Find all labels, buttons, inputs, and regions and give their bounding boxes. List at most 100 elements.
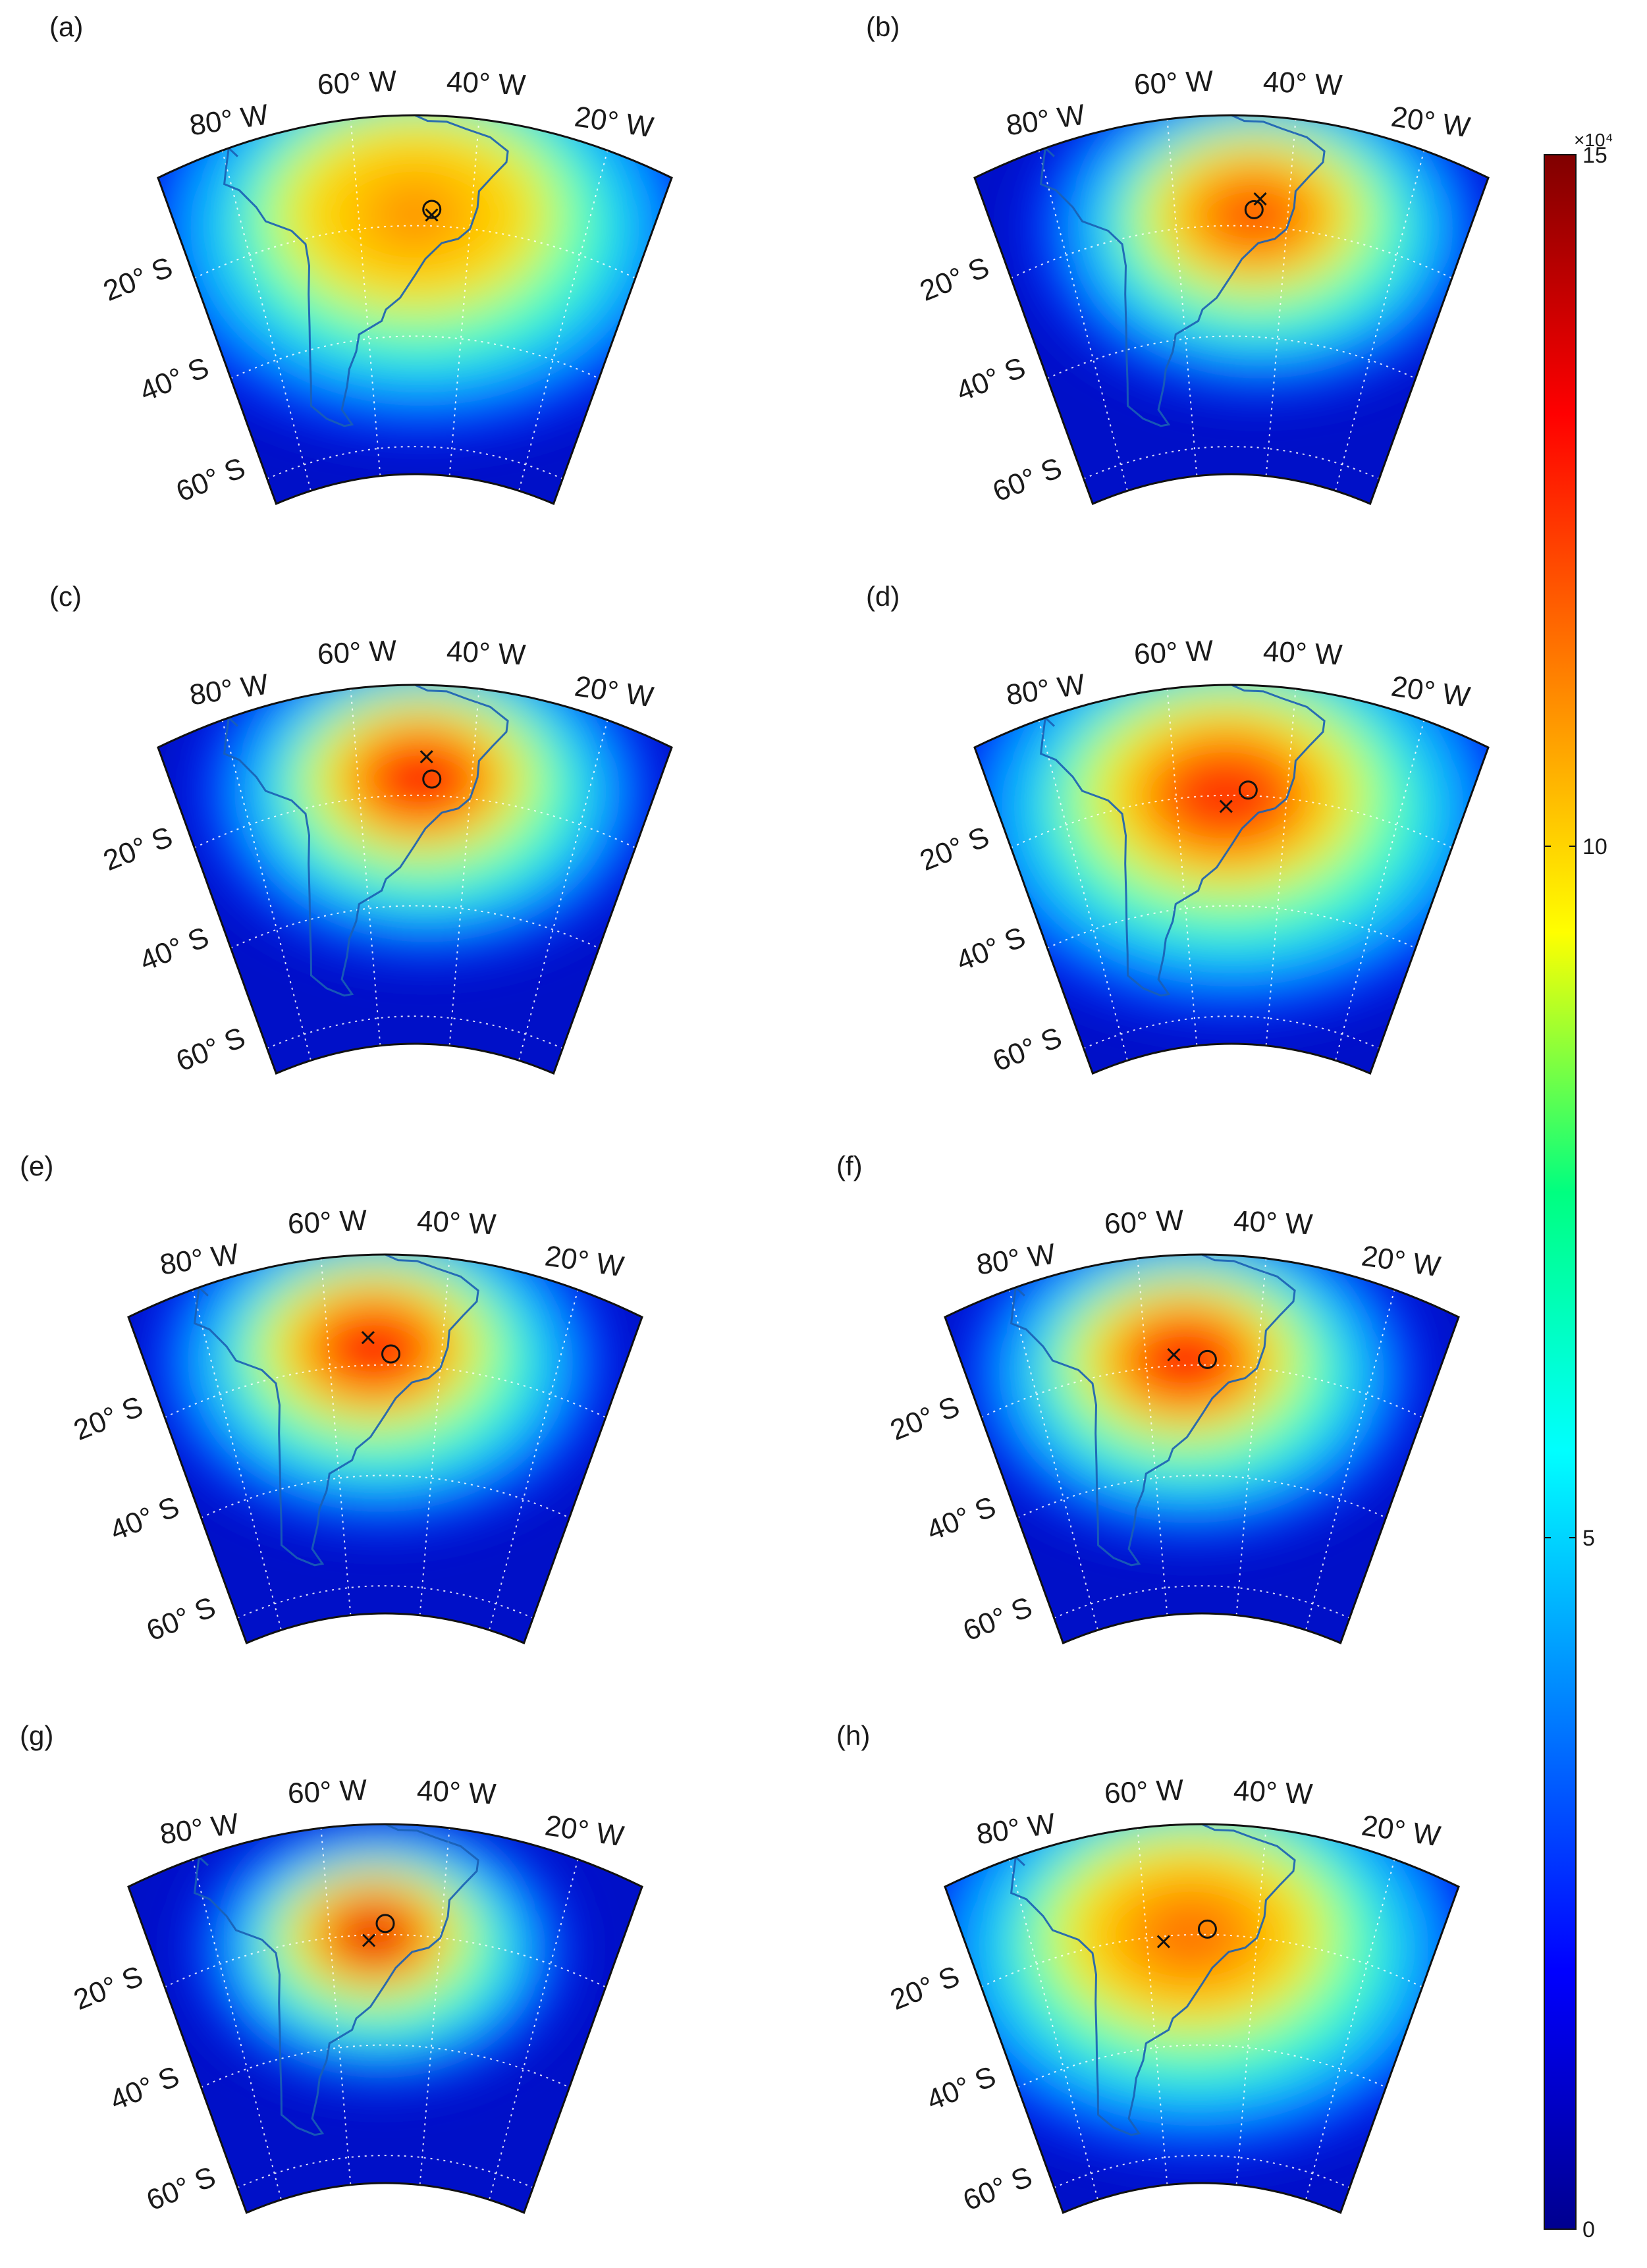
lon-tick-label: 40° W bbox=[416, 1775, 497, 1811]
meridian-line bbox=[419, 1258, 450, 1615]
lat-tick-label: 20° S bbox=[99, 251, 177, 308]
map-panel: (d) 80° W 60° W 40° W 20° W 20° S 40° S 60° S bbox=[866, 581, 1490, 1078]
lon-tick-label: 20° W bbox=[572, 100, 656, 144]
meridian-line bbox=[448, 119, 480, 476]
meridian-line bbox=[1235, 1258, 1267, 1615]
heatmap-field bbox=[158, 115, 672, 440]
lat-tick-label: 20° S bbox=[99, 821, 177, 877]
parallel-line bbox=[237, 2155, 533, 2188]
panel-label: (e) bbox=[20, 1150, 53, 1181]
map-panel: (f) 80° W 60° W 40° W 20° W 20° S 40° S 60° S bbox=[836, 1150, 1460, 1648]
lon-tick-label: 60° W bbox=[287, 1204, 368, 1241]
meridian-line bbox=[419, 1827, 450, 2185]
parallel-line bbox=[981, 1364, 1423, 1418]
graticule bbox=[1010, 119, 1453, 491]
lon-tick-label: 40° W bbox=[446, 66, 527, 102]
circle-marker bbox=[375, 1914, 395, 1933]
lat-tick-label: 60° S bbox=[172, 452, 250, 508]
lat-tick-label: 60° S bbox=[172, 1021, 250, 1078]
graticule bbox=[981, 1258, 1423, 1631]
colorbar-multiplier: ×10⁴ bbox=[1574, 130, 1613, 150]
parallel-line bbox=[237, 1585, 533, 1619]
cross-marker bbox=[1253, 192, 1267, 206]
map-frame bbox=[127, 1823, 643, 2214]
panel-label: (b) bbox=[866, 11, 900, 42]
parallel-line bbox=[1010, 225, 1453, 279]
map-frame bbox=[944, 1823, 1460, 2214]
coastline bbox=[223, 685, 509, 997]
lat-tick-label: 60° S bbox=[988, 452, 1067, 508]
cross-marker bbox=[362, 1933, 376, 1947]
meridian-line bbox=[350, 688, 381, 1046]
parallel-line bbox=[1054, 1585, 1350, 1619]
meridian-line bbox=[1137, 1258, 1168, 1615]
meridian-line bbox=[1235, 1827, 1267, 2185]
lat-tick-label: 60° S bbox=[988, 1021, 1067, 1078]
lon-tick-label: 60° W bbox=[1133, 635, 1214, 671]
map-frame bbox=[973, 114, 1490, 505]
lat-tick-label: 40° S bbox=[135, 351, 213, 408]
heatmap-field bbox=[146, 1255, 616, 1532]
lon-tick-label: 80° W bbox=[188, 668, 271, 711]
cross-marker bbox=[425, 208, 439, 222]
lat-tick-label: 20° S bbox=[69, 1960, 148, 2016]
parallel-line bbox=[164, 1933, 607, 1988]
lon-tick-label: 40° W bbox=[416, 1205, 497, 1241]
heatmap-contour-level bbox=[1177, 760, 1275, 831]
cross-marker bbox=[1156, 1935, 1170, 1949]
map-frame bbox=[973, 684, 1490, 1075]
colorbar-tick-label: 10 bbox=[1582, 834, 1607, 859]
cross-marker bbox=[1219, 799, 1233, 813]
lon-tick-label: 60° W bbox=[1104, 1204, 1185, 1241]
lat-tick-label: 40° S bbox=[105, 2060, 184, 2117]
lat-tick-label: 60° S bbox=[959, 1591, 1037, 1648]
circle-marker bbox=[1197, 1349, 1217, 1369]
lon-tick-label: 40° W bbox=[446, 635, 527, 672]
lon-tick-label: 80° W bbox=[1004, 668, 1088, 711]
lat-tick-label: 20° S bbox=[886, 1960, 964, 2016]
lat-tick-label: 40° S bbox=[135, 921, 213, 977]
colorbar-tick-label: 5 bbox=[1582, 1526, 1595, 1551]
map-panel: (a) 80° W 60° W 40° W 20° W 20° S 40° S 60° S bbox=[49, 11, 673, 508]
panel-label: (c) bbox=[49, 581, 82, 612]
lat-tick-label: 60° S bbox=[142, 1591, 221, 1648]
coastline bbox=[223, 115, 509, 427]
meridian-line bbox=[350, 119, 381, 476]
lon-tick-label: 20° W bbox=[543, 1239, 626, 1283]
circle-marker bbox=[381, 1344, 401, 1364]
coastline bbox=[1010, 1255, 1296, 1567]
lon-tick-label: 80° W bbox=[975, 1807, 1058, 1850]
parallel-line bbox=[267, 1015, 563, 1049]
parallel-line bbox=[267, 446, 563, 479]
parallel-line bbox=[1083, 1015, 1380, 1049]
meridian-line bbox=[1166, 119, 1198, 476]
lat-tick-label: 60° S bbox=[959, 2161, 1037, 2217]
heatmap-contour-level bbox=[381, 750, 460, 807]
circle-marker bbox=[1238, 780, 1258, 800]
lon-tick-label: 20° W bbox=[543, 1809, 626, 1852]
lon-tick-label: 20° W bbox=[1389, 100, 1472, 144]
heatmap-contour-level bbox=[1214, 186, 1293, 244]
lon-tick-label: 60° W bbox=[317, 635, 398, 671]
lat-tick-label: 40° S bbox=[105, 1490, 184, 1547]
lon-tick-label: 80° W bbox=[158, 1807, 242, 1850]
map-frame bbox=[127, 1253, 643, 1644]
lon-tick-label: 60° W bbox=[1104, 1774, 1185, 1810]
meridian-line bbox=[320, 1827, 352, 2185]
coastline bbox=[1010, 1824, 1296, 2136]
graticule bbox=[1010, 688, 1453, 1061]
lat-tick-label: 40° S bbox=[952, 351, 1030, 408]
circle-marker bbox=[422, 200, 442, 219]
lon-tick-label: 60° W bbox=[287, 1774, 368, 1810]
colorbar-tick-label: 0 bbox=[1582, 2217, 1595, 2242]
lat-tick-label: 40° S bbox=[922, 1490, 1000, 1547]
lon-tick-label: 40° W bbox=[1262, 635, 1343, 672]
colorbar-tick-label: 15 bbox=[1582, 143, 1607, 168]
coastline bbox=[193, 1824, 479, 2136]
circle-marker bbox=[422, 769, 442, 789]
parallel-line bbox=[1010, 794, 1453, 849]
lat-tick-label: 20° S bbox=[69, 1390, 148, 1447]
panel-label: (d) bbox=[866, 581, 900, 612]
panel-label: (a) bbox=[49, 11, 83, 42]
